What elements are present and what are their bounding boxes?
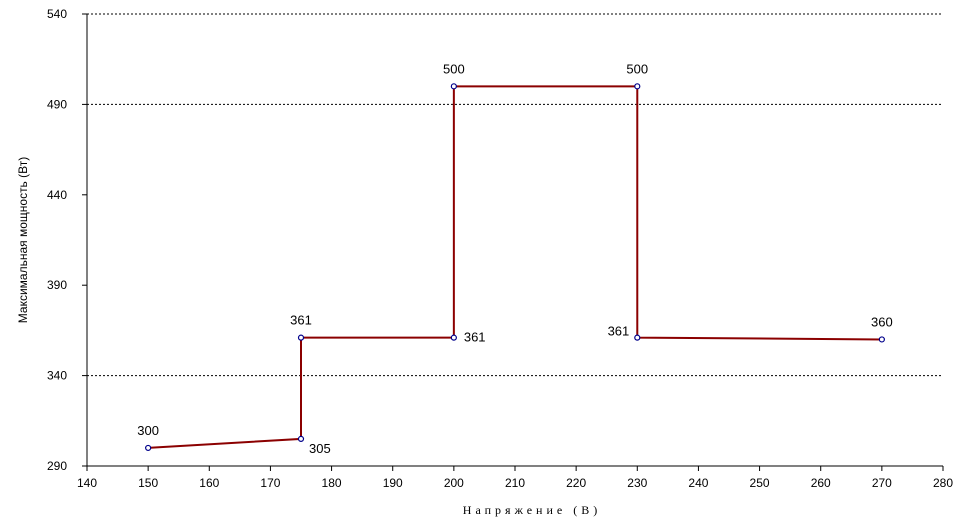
y-tick-label: 490 xyxy=(47,97,67,111)
y-axis-label: Максимальная мощность (Вт) xyxy=(16,157,30,323)
data-point xyxy=(299,436,304,441)
y-tick-label: 540 xyxy=(47,7,67,21)
data-labels: 300 305 361 361 500 500 361 360 xyxy=(137,61,892,456)
y-axis-ticks: 290 340 390 440 490 540 xyxy=(47,7,87,473)
y-tick-label: 340 xyxy=(47,369,67,383)
x-tick-label: 260 xyxy=(811,476,831,490)
x-tick-label: 180 xyxy=(322,476,342,490)
series xyxy=(146,84,885,451)
x-tick-label: 250 xyxy=(750,476,770,490)
x-tick-label: 170 xyxy=(260,476,280,490)
data-label: 500 xyxy=(626,61,648,76)
y-tick-label: 440 xyxy=(47,188,67,202)
data-point xyxy=(451,335,456,340)
x-tick-label: 150 xyxy=(138,476,158,490)
x-tick-label: 140 xyxy=(77,476,97,490)
x-axis-ticks: 140 150 160 170 180 190 200 210 220 230 240 250 260 2… xyxy=(77,466,953,490)
data-label: 305 xyxy=(309,441,331,456)
data-point xyxy=(879,337,884,342)
x-tick-label: 280 xyxy=(933,476,953,490)
data-label: 361 xyxy=(290,313,312,328)
data-label: 500 xyxy=(443,61,465,76)
x-axis-label: Напряжение (В) xyxy=(463,503,601,517)
data-point xyxy=(451,84,456,89)
data-label: 361 xyxy=(608,324,630,339)
axes xyxy=(87,14,943,466)
x-tick-label: 190 xyxy=(383,476,403,490)
y-tick-label: 390 xyxy=(47,278,67,292)
x-tick-label: 220 xyxy=(566,476,586,490)
data-label: 360 xyxy=(871,314,893,329)
data-point xyxy=(299,335,304,340)
y-tick-label: 290 xyxy=(47,459,67,473)
series-line-0 xyxy=(148,86,882,448)
x-tick-label: 230 xyxy=(627,476,647,490)
x-tick-label: 210 xyxy=(505,476,525,490)
gridlines xyxy=(87,14,943,376)
x-tick-label: 270 xyxy=(872,476,892,490)
data-point xyxy=(635,84,640,89)
data-label: 361 xyxy=(464,330,486,345)
x-tick-label: 240 xyxy=(688,476,708,490)
x-tick-label: 200 xyxy=(444,476,464,490)
data-label: 300 xyxy=(137,423,159,438)
x-tick-label: 160 xyxy=(199,476,219,490)
data-point xyxy=(635,335,640,340)
data-point xyxy=(146,445,151,450)
